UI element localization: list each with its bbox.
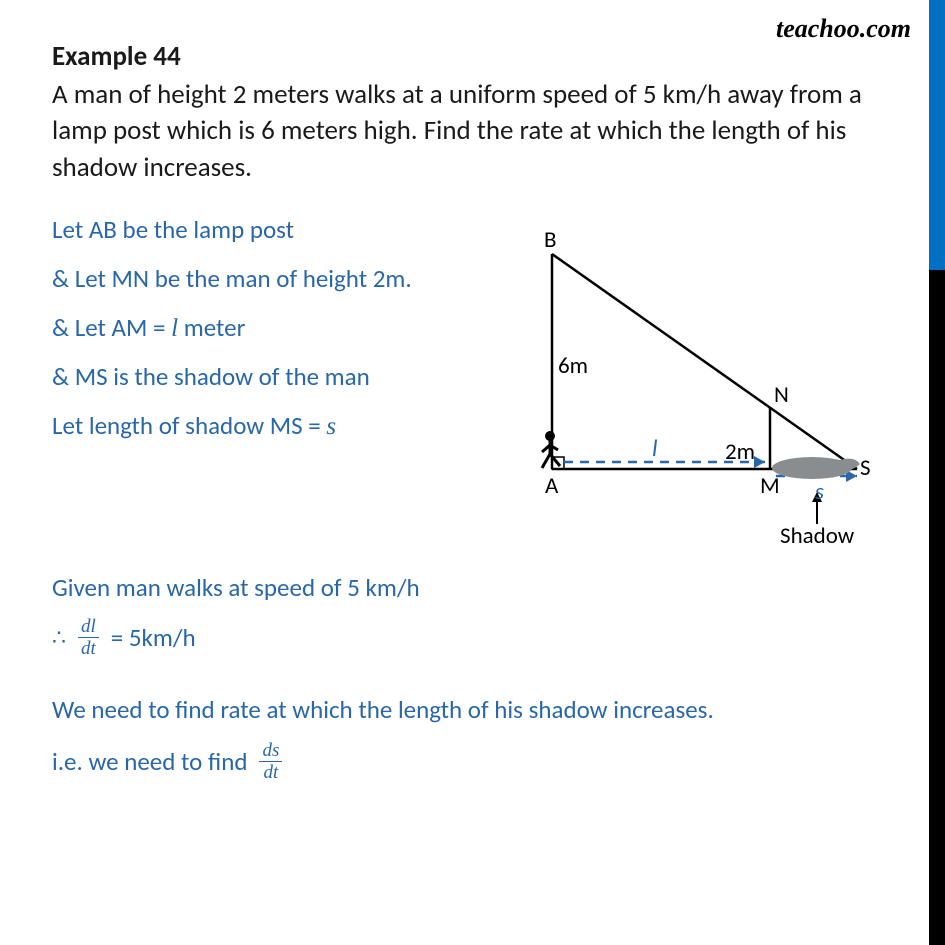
problem-statement: A man of height 2 meters walks at a unif…	[52, 77, 872, 186]
diagram: B A M N S 6m 2m l s Shadow	[482, 224, 892, 554]
conclude-line-1: We need to find rate at which the length…	[52, 694, 915, 725]
setup-line-3: & Let AM = l meter	[52, 312, 472, 343]
example-title: Example 44	[52, 40, 915, 73]
label-2m: 2m	[725, 438, 755, 466]
page-content: Example 44 A man of height 2 meters walk…	[0, 0, 945, 802]
label-shadow: Shadow	[780, 522, 854, 550]
label-s-point: S	[860, 454, 871, 482]
label-n: N	[774, 381, 789, 409]
setup-line-5: Let length of shadow MS = s	[52, 410, 472, 441]
setup-column: Let AB be the lamp post & Let MN be the …	[52, 214, 472, 554]
label-l: l	[652, 434, 658, 463]
given-text: Given man walks at speed of 5 km/h	[52, 572, 915, 603]
label-b: B	[544, 226, 557, 254]
label-m: M	[760, 472, 780, 500]
setup-line-1: Let AB be the lamp post	[52, 214, 472, 245]
watermark: teachoo.com	[776, 14, 911, 44]
setup-line-4: & MS is the shadow of the man	[52, 361, 472, 392]
setup-line-2: & Let MN be the man of height 2m.	[52, 263, 472, 294]
conclude-line-2: i.e. we need to find ds dt	[52, 741, 915, 782]
given-equation: ∴ dl dt = 5km/h	[52, 617, 915, 658]
label-a: A	[545, 472, 558, 500]
label-6m: 6m	[558, 352, 588, 380]
label-s-var: s	[815, 478, 824, 506]
